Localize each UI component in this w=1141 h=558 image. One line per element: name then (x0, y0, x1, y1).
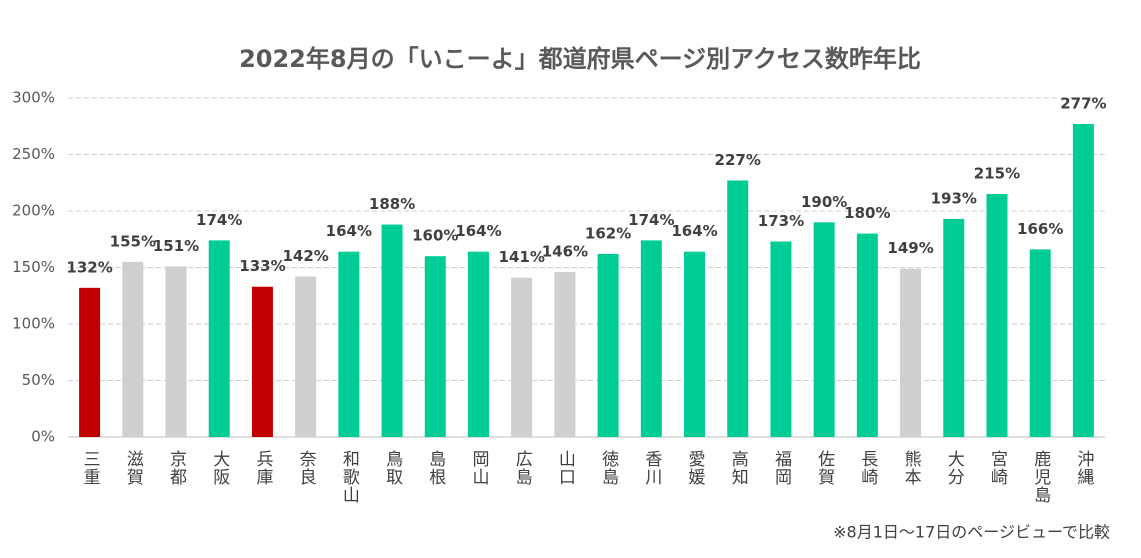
data-label: 133% (239, 257, 285, 275)
bar (597, 253, 619, 437)
x-tick-label: 鹿児島 (1030, 450, 1051, 504)
bar (856, 233, 878, 437)
data-label: 132% (66, 258, 112, 276)
bar (295, 276, 317, 437)
x-tick-label: 熊本 (901, 450, 922, 486)
y-tick-label: 50% (22, 371, 55, 389)
x-tick-label: 長崎 (857, 450, 878, 486)
bar (554, 272, 576, 437)
x-tick-label: 愛媛 (685, 450, 706, 486)
bar (511, 277, 533, 437)
bar (381, 224, 403, 437)
x-tick-label: 高知 (728, 450, 749, 486)
bar (770, 241, 792, 437)
data-label: 149% (887, 239, 933, 257)
y-tick-label: 150% (12, 258, 55, 276)
y-tick-label: 100% (12, 315, 55, 333)
bar (165, 266, 187, 437)
bar (900, 268, 922, 437)
data-label: 164% (326, 222, 372, 240)
x-tick-label: 京都 (166, 450, 187, 486)
x-tick-label: 佐賀 (814, 450, 835, 486)
bar (424, 256, 446, 437)
x-tick-label: 大阪 (209, 450, 230, 486)
data-label: 166% (1017, 220, 1063, 238)
x-tick-label: 山口 (555, 450, 575, 486)
x-tick-label: 和歌山 (339, 450, 360, 504)
x-tick-label: 宮崎 (987, 450, 1007, 486)
data-label: 180% (844, 204, 890, 222)
bar (986, 194, 1008, 437)
x-tick-label: 三重 (80, 450, 101, 486)
y-tick-label: 0% (31, 428, 55, 446)
x-tick-label: 徳島 (598, 450, 619, 486)
chart-title: 2022年8月の「いこーよ」都道府県ページ別アクセス数昨年比 (239, 45, 921, 73)
data-label: 164% (671, 222, 717, 240)
data-label: 277% (1060, 94, 1106, 112)
data-label: 174% (196, 211, 242, 229)
x-tick-label: 広島 (512, 450, 533, 486)
bar (338, 251, 360, 437)
bar (684, 251, 706, 437)
data-label: 227% (715, 151, 761, 169)
x-tick-label: 島根 (425, 450, 446, 486)
x-tick-label: 鳥取 (382, 450, 403, 486)
x-tick-label: 奈良 (296, 450, 317, 486)
x-tick-label: 兵庫 (252, 450, 273, 486)
data-label: 155% (110, 232, 156, 250)
data-label: 215% (974, 165, 1020, 183)
data-label: 151% (153, 237, 199, 255)
data-label: 141% (499, 248, 545, 266)
data-label: 174% (628, 211, 674, 229)
data-label: 146% (542, 243, 588, 261)
x-tick-label: 福岡 (771, 450, 792, 486)
x-tick-label: 滋賀 (123, 450, 144, 486)
x-tick-label: 香川 (641, 450, 662, 486)
data-label: 188% (369, 195, 415, 213)
x-tick-label: 沖縄 (1073, 450, 1094, 486)
bar (727, 180, 749, 438)
bar (943, 218, 965, 437)
y-tick-label: 300% (12, 89, 55, 107)
x-tick-label: 岡山 (468, 450, 488, 486)
data-label: 160% (412, 227, 458, 245)
bar (1029, 249, 1051, 437)
data-label: 162% (585, 224, 631, 242)
bar (251, 286, 273, 437)
bar (813, 222, 835, 437)
bar (208, 240, 230, 437)
bar (640, 240, 662, 437)
y-tick-label: 200% (12, 202, 55, 220)
data-label: 164% (455, 222, 501, 240)
bar (1072, 123, 1094, 438)
bar (122, 261, 144, 437)
bar (79, 287, 101, 437)
footnote: ※8月1日～17日のページビューで比較 (833, 523, 1110, 542)
data-label: 190% (801, 193, 847, 211)
bar (467, 251, 489, 437)
y-tick-label: 250% (12, 145, 55, 163)
x-tick-label: 大分 (944, 450, 965, 486)
data-label: 173% (758, 212, 804, 230)
data-label: 193% (931, 189, 977, 207)
data-label: 142% (282, 247, 328, 265)
